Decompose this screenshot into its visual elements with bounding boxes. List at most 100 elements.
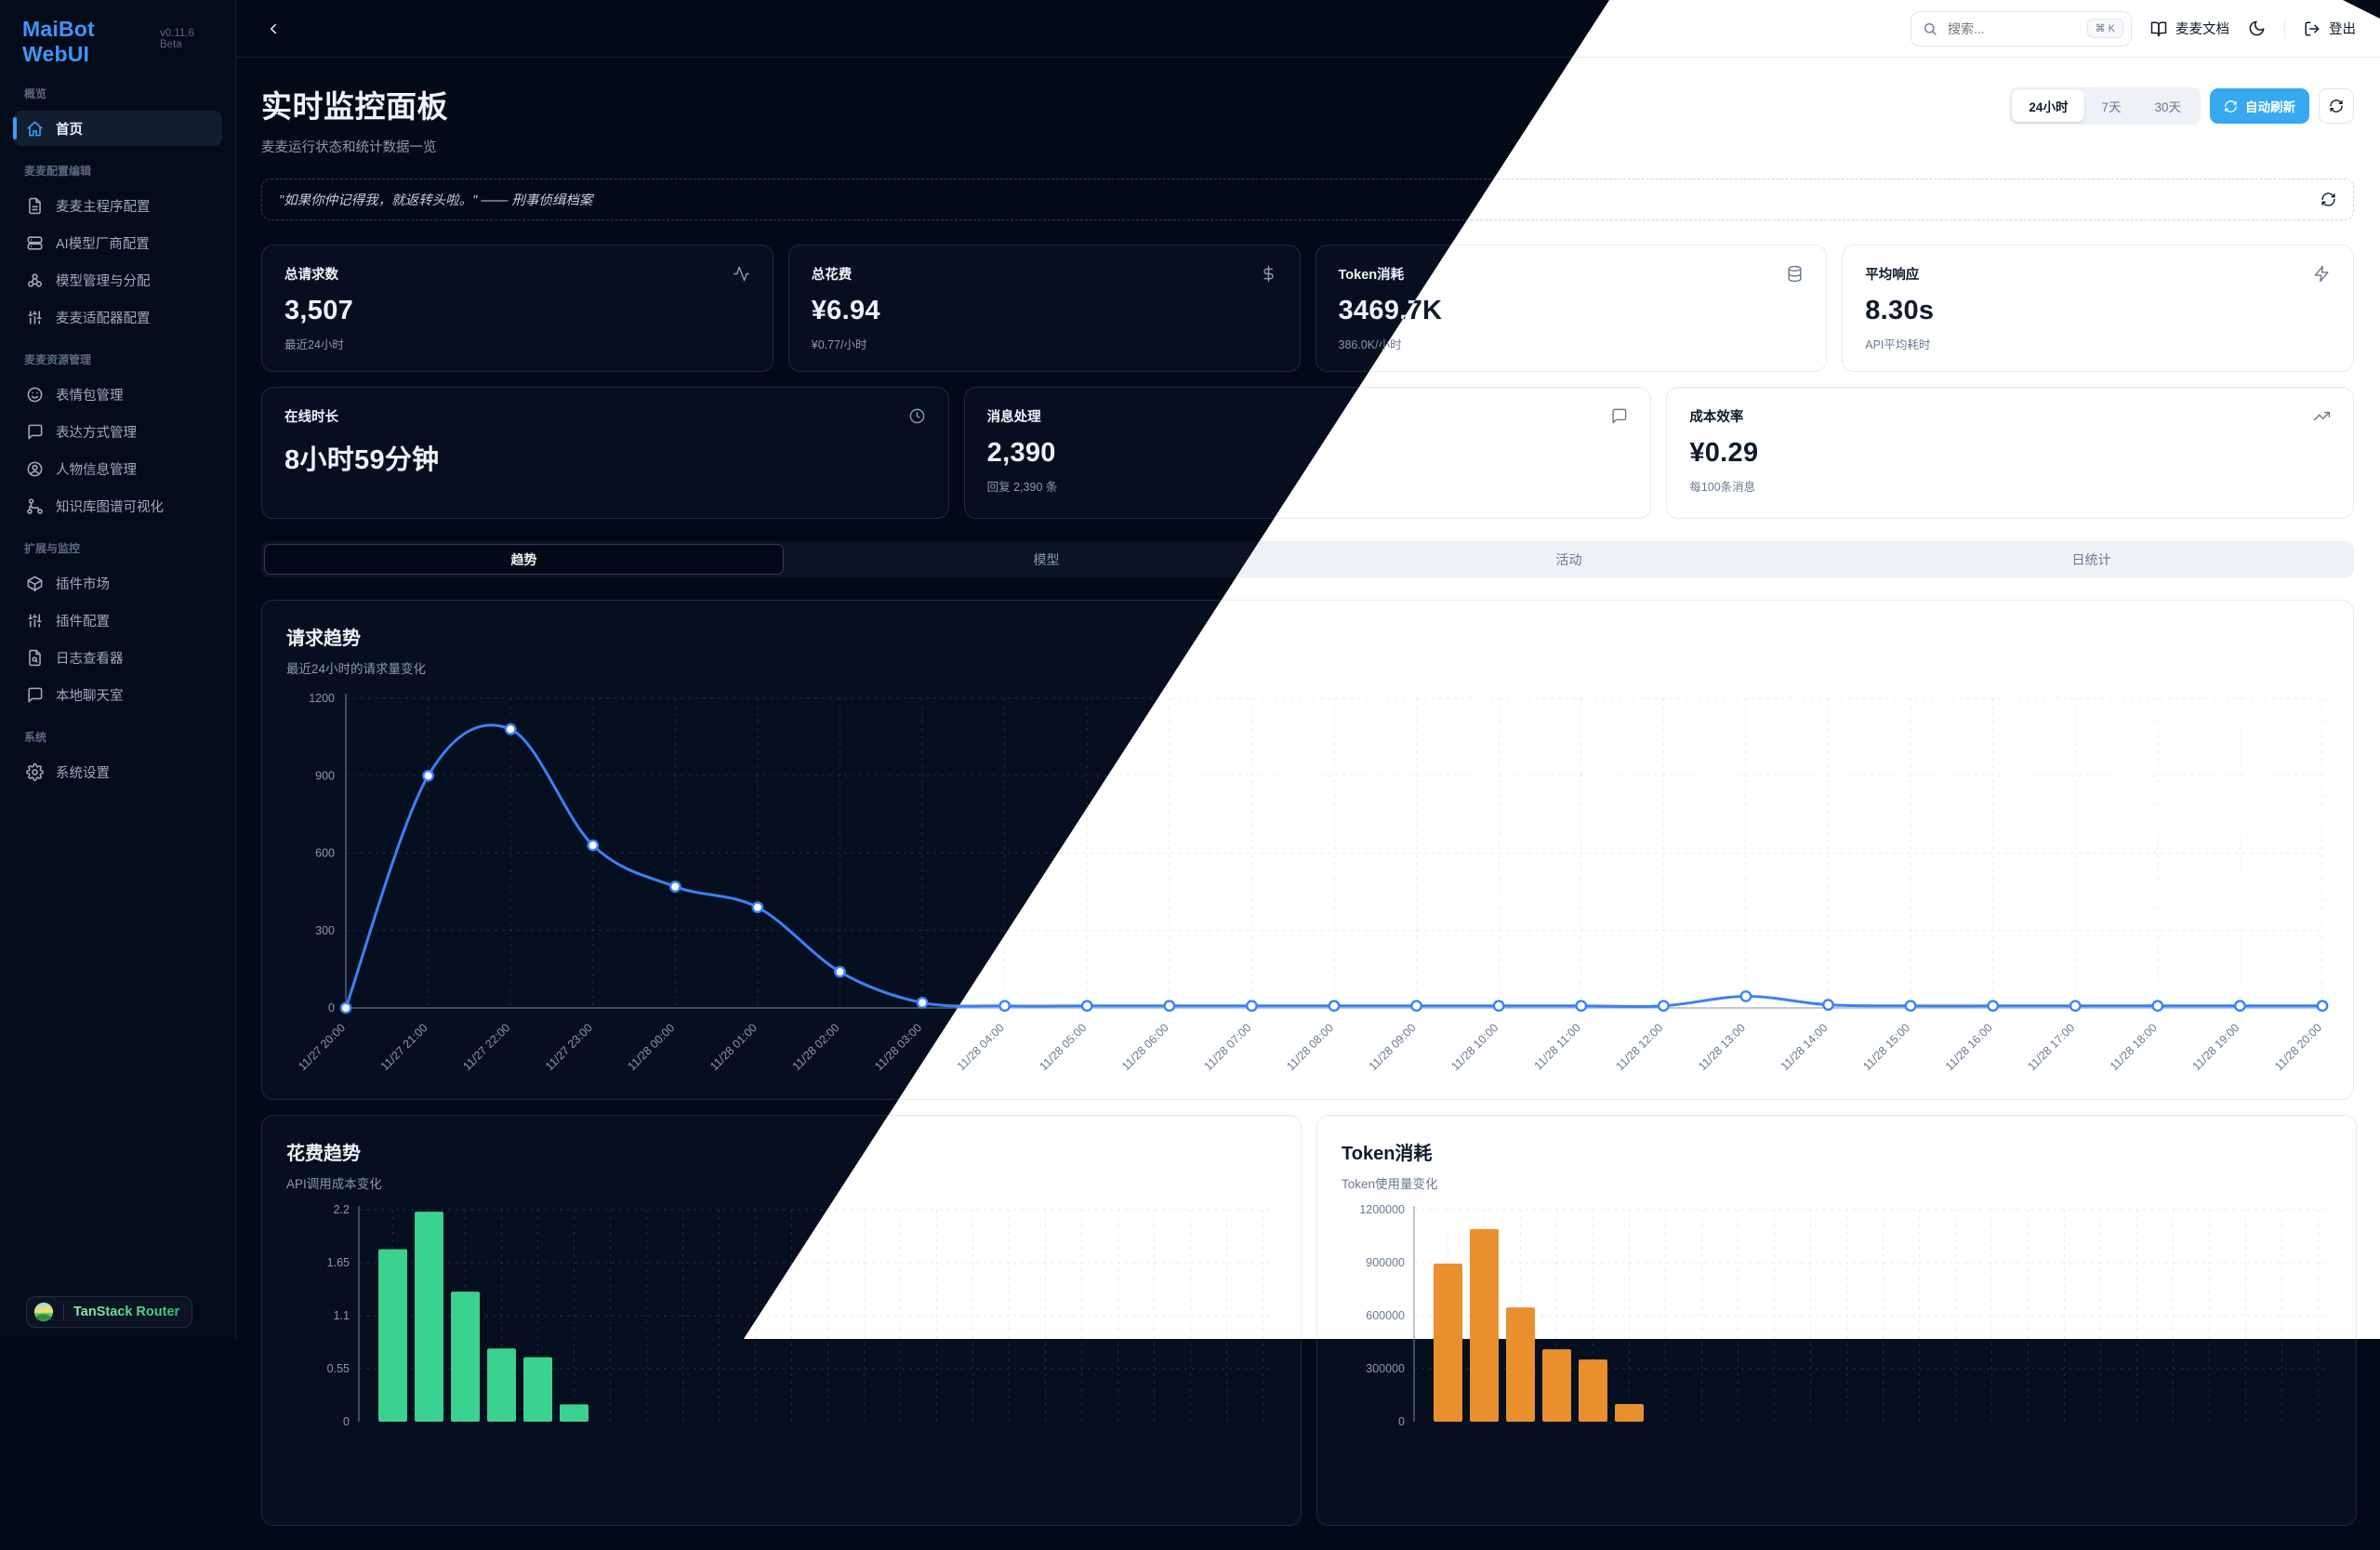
svg-text:11/28 08:00: 11/28 08:00 [1284,1021,1336,1073]
stat-value: 3,507 [284,296,354,325]
search-box[interactable]: ⌘ K [1911,10,2132,46]
dollar-icon [1260,265,1277,283]
sidebar-item-adapter-config[interactable]: 麦麦适配器配置 [13,299,222,335]
sidebar-item-emoji-management[interactable]: 表情包管理 [13,377,222,412]
graph-icon [26,497,44,515]
tab-daily-stats[interactable]: 日统计 [1831,544,2351,575]
command-shortcut: ⌘ K [2086,19,2123,38]
range-controls: 24小时 7天 30天 自动刷新 [2009,87,2354,125]
sidebar-item-home[interactable]: 首页 [13,111,222,146]
badge-divider [63,1304,64,1320]
main-area: ⌘ K 麦麦文档 登出 实时监控面板 麦麦运行状态和统计数据一览 [235,0,2380,1526]
svg-text:11/27 20:00: 11/27 20:00 [296,1021,348,1073]
badge-label: TanStack Router [73,1305,180,1319]
svg-text:2.2: 2.2 [334,1203,350,1216]
sidebar-item-label: 本地聊天室 [56,688,124,704]
svg-text:1.1: 1.1 [334,1309,350,1322]
svg-text:1200000: 1200000 [1359,1203,1405,1216]
stat-label: Token消耗 [1338,268,1405,283]
sidebar-item-label: 日志查看器 [56,651,124,667]
search-input[interactable] [1946,20,2079,37]
auto-refresh-button[interactable]: 自动刷新 [2210,88,2309,124]
sidebar-item-ai-provider-config[interactable]: AI模型厂商配置 [13,225,222,260]
tab-activity[interactable]: 活动 [1309,544,1829,575]
stat-label: 成本效率 [1689,410,1744,425]
request-trend-card: 请求趋势 最近24小时的请求量变化 0 300 600 900 1200 11/27 20… [261,600,2354,1100]
stat-card-online-duration: 在线时长 8小时59分钟 [261,387,949,519]
chart-title: 请求趋势 [286,629,361,649]
svg-text:0.55: 0.55 [327,1362,350,1375]
message-icon [26,423,44,441]
stat-card-total-requests: 总请求数 3,507 最近24小时 [261,245,774,372]
sidebar-item-plugin-config[interactable]: 插件配置 [13,603,222,638]
range-24h-button[interactable]: 24小时 [2012,90,2085,122]
stat-label: 平均响应 [1865,268,1920,283]
sidebar-item-system-settings[interactable]: 系统设置 [13,754,222,789]
svg-text:11/28 09:00: 11/28 09:00 [1367,1021,1419,1073]
chart-subtitle: 最近24小时的请求量变化 [286,662,427,676]
svg-text:11/28 16:00: 11/28 16:00 [1943,1021,1995,1073]
collapse-sidebar-button[interactable] [259,15,287,43]
svg-text:11/28 19:00: 11/28 19:00 [2190,1021,2242,1073]
sidebar-item-plugin-market[interactable]: 插件市场 [13,565,222,601]
stat-value: 8小时59分钟 [284,445,440,475]
svg-text:11/28 06:00: 11/28 06:00 [1119,1021,1171,1073]
svg-text:11/28 02:00: 11/28 02:00 [790,1021,842,1073]
trend-up-icon [2313,407,2331,425]
sidebar-item-label: 人物信息管理 [56,462,137,478]
range-30d-button[interactable]: 30天 [2137,90,2198,122]
time-range-segmented: 24小时 7天 30天 [2009,87,2201,125]
svg-text:11/27 21:00: 11/27 21:00 [378,1021,430,1073]
stat-value: 2,390 [986,438,1056,468]
stat-value: ¥0.29 [1689,438,1759,468]
stat-card-cost-efficiency: 成本效率 ¥0.29 每100条消息 [1666,387,2354,519]
request-trend-line-chart: 0 300 600 900 1200 11/27 20:00 11/27 21:00 11/2… [296,692,2329,1073]
svg-text:0: 0 [343,1415,350,1428]
message-icon [1610,407,1628,425]
svg-text:11/28 11:00: 11/28 11:00 [1532,1021,1583,1072]
tanstack-logo-icon [33,1302,54,1322]
range-7d-button[interactable]: 7天 [2084,90,2137,122]
sidebar-item-label: 插件市场 [56,576,110,592]
sidebar-item-label: 模型管理与分配 [56,273,151,289]
stat-value: 8.30s [1865,296,1935,325]
svg-text:300000: 300000 [1366,1362,1405,1375]
sidebar-nav: 概览 首页 麦麦配置编辑 麦麦主程序配置 AI模型厂商配置 模型管理与分配 [0,58,235,802]
svg-text:11/28 10:00: 11/28 10:00 [1448,1021,1501,1073]
svg-text:11/28 13:00: 11/28 13:00 [1696,1021,1748,1073]
user-circle-icon [26,460,44,478]
tab-models[interactable]: 模型 [787,544,1306,575]
svg-text:600000: 600000 [1366,1309,1405,1322]
sidebar-item-label: 首页 [56,122,83,138]
tab-trends[interactable]: 趋势 [264,544,784,575]
sidebar-item-expression-management[interactable]: 表达方式管理 [13,414,222,449]
server-icon [26,234,44,252]
nav-section-config: 麦麦配置编辑 [24,165,92,178]
svg-text:11/28 15:00: 11/28 15:00 [1860,1021,1912,1073]
docs-button[interactable]: 麦麦文档 [2150,19,2229,38]
svg-text:600: 600 [315,847,335,860]
svg-text:11/28 05:00: 11/28 05:00 [1037,1021,1089,1073]
chart-title: 花费趋势 [286,1144,361,1164]
theme-toggle-button[interactable] [2248,20,2266,37]
refresh-button[interactable] [2319,88,2354,124]
sidebar-item-local-chatroom[interactable]: 本地聊天室 [13,677,222,712]
svg-text:1.65: 1.65 [327,1256,350,1269]
stat-label: 总请求数 [284,268,338,283]
sidebar-item-main-config[interactable]: 麦麦主程序配置 [13,188,222,223]
sidebar-item-knowledge-graph[interactable]: 知识库图谱可视化 [13,488,222,523]
file-text-icon [26,197,44,215]
stat-sub: 最近24小时 [284,338,344,351]
logout-button[interactable]: 登出 [2304,19,2356,38]
package-icon [26,575,44,592]
stats-row-2: 在线时长 8小时59分钟 消息处理 2,390 回复 2,390 条 成本效率 … [261,387,2354,519]
sidebar-item-model-management[interactable]: 模型管理与分配 [13,262,222,298]
stats-row-1: 总请求数 3,507 最近24小时 总花费 ¥6.94 ¥0.77/小时 Tok… [261,245,2354,372]
tanstack-router-badge[interactable]: TanStack Router [26,1296,193,1328]
sidebar-item-log-viewer[interactable]: 日志查看器 [13,640,222,675]
sidebar-item-person-info[interactable]: 人物信息管理 [13,451,222,486]
refresh-quote-icon[interactable] [2320,192,2336,207]
dashboard-tabs: 趋势 模型 活动 日统计 [261,541,2354,577]
dashboard-content: 实时监控面板 麦麦运行状态和统计数据一览 24小时 7天 30天 自动刷新 [235,58,2380,1550]
